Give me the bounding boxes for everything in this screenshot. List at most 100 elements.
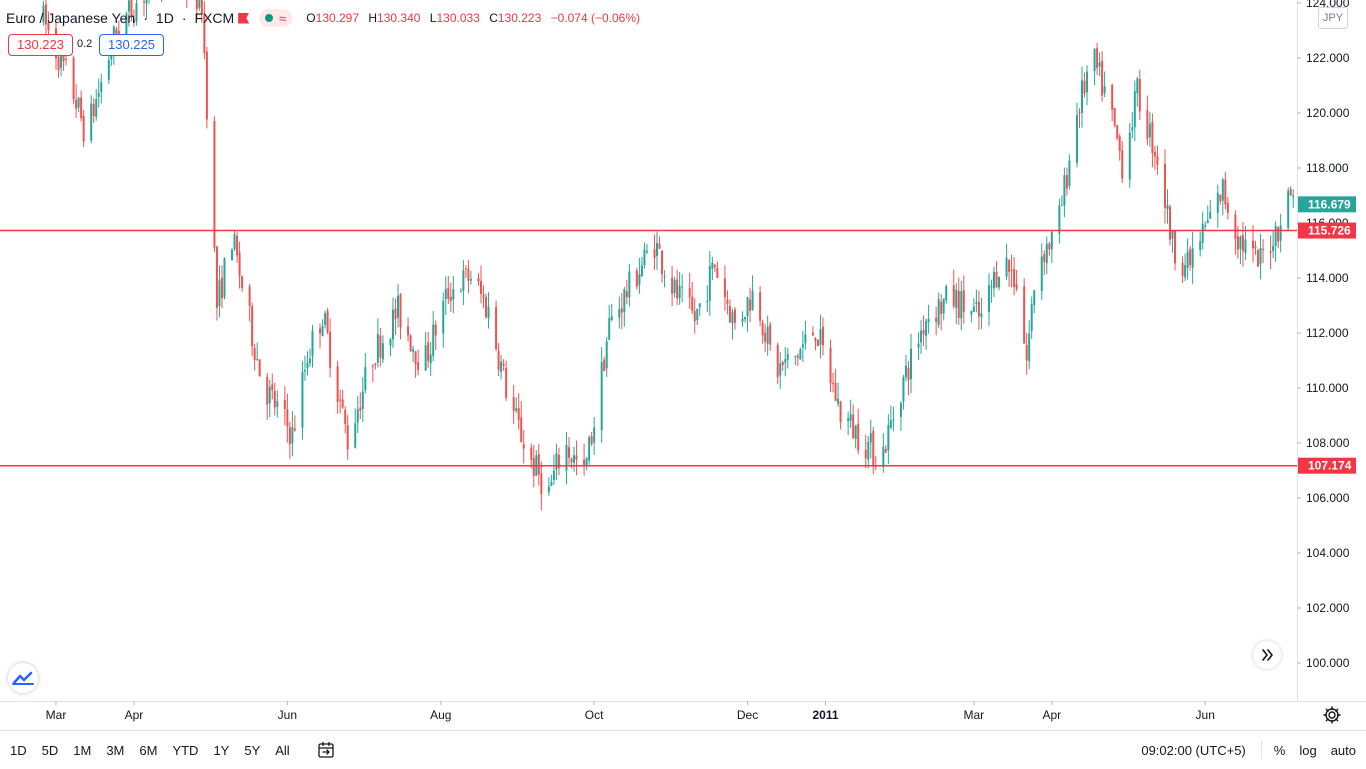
candle-down [726, 299, 729, 304]
range-button-all[interactable]: All [275, 742, 290, 758]
gear-icon[interactable] [1322, 705, 1342, 725]
candle-down [1025, 344, 1028, 361]
candle-down [1169, 206, 1172, 240]
candle-down [213, 121, 216, 248]
candle-down [603, 359, 606, 371]
candle-up [927, 319, 930, 323]
candle-down [485, 297, 488, 318]
price-chart[interactable]: 100.000 102.000 104.000 106.000 108.000 110.0… [0, 0, 1366, 730]
candle-down [935, 317, 938, 323]
time-axis[interactable]: Mar Apr Jun Aug Oct Dec 2011 Mar Apr Jun [46, 701, 1215, 722]
price-tick-label: 122.000 [1306, 51, 1350, 65]
range-button-5d[interactable]: 5D [41, 742, 59, 758]
market-status-pill[interactable]: ≈ [259, 9, 293, 27]
price-tick-label: 120.000 [1306, 106, 1350, 120]
candle-up [610, 316, 613, 321]
candle-up [60, 51, 63, 68]
candle-down [293, 428, 296, 431]
candle-up [444, 288, 447, 299]
high-value: 130.340 [377, 11, 421, 25]
candle-down [379, 335, 382, 358]
candle-up [223, 257, 226, 298]
candle-down [1048, 243, 1051, 250]
candle-down [399, 294, 402, 328]
symbol-name[interactable]: Euro / Japanese Yen [6, 10, 136, 26]
sell-button[interactable]: 130.223 [8, 34, 73, 56]
candle-down [728, 305, 731, 323]
time-tick-label: Mar [964, 708, 985, 722]
currency-badge[interactable]: JPY [1318, 7, 1348, 29]
candle-up [389, 339, 392, 346]
candle-down [872, 431, 875, 467]
range-button-1d[interactable]: 1D [10, 742, 27, 758]
candle-up [459, 291, 462, 293]
candle-down [713, 264, 716, 268]
candle-down [1151, 121, 1154, 154]
candle-up [847, 418, 850, 422]
range-button-5y[interactable]: 5Y [244, 742, 261, 758]
price-axis[interactable]: 100.000 102.000 104.000 106.000 108.000 110.0… [1297, 0, 1350, 670]
range-button-3m[interactable]: 3M [106, 742, 125, 758]
date-range-icon[interactable] [316, 740, 336, 760]
candle-down [723, 278, 726, 298]
candle-down [47, 23, 50, 31]
close-label: C [489, 11, 498, 25]
candle-up [97, 92, 100, 97]
candle-down [952, 285, 955, 307]
candle-down [1015, 284, 1018, 289]
gear-glyph [1323, 706, 1341, 724]
candle-down [1083, 80, 1086, 94]
scroll-to-realtime-button[interactable] [1253, 641, 1281, 669]
candle-up [550, 482, 553, 486]
candle-up [889, 420, 892, 428]
percent-toggle[interactable]: % [1273, 742, 1286, 758]
candle-down [1101, 60, 1104, 96]
candle-down [449, 296, 452, 302]
candle-down [691, 296, 694, 311]
candle-down [761, 322, 764, 336]
range-button-ytd[interactable]: YTD [172, 742, 199, 758]
candle-up [1148, 123, 1151, 138]
buy-button[interactable]: 130.225 [99, 34, 164, 56]
candle-up [882, 446, 885, 467]
clock-timezone[interactable]: 09:02:00 (UTC+5) [1141, 742, 1246, 758]
candle-down [625, 291, 628, 298]
symbol-interval[interactable]: 1D [155, 10, 174, 26]
candle-up [1075, 115, 1078, 163]
candle-up [698, 303, 701, 308]
toolbar-divider [1260, 741, 1262, 759]
candle-down [1156, 156, 1159, 165]
candle-down [220, 277, 223, 299]
candle-up [462, 270, 465, 292]
candle-up [746, 297, 749, 317]
candle-down [977, 301, 980, 317]
log-toggle[interactable]: log [1299, 742, 1317, 758]
flag-icon[interactable] [238, 12, 250, 24]
range-button-1y[interactable]: 1Y [213, 742, 230, 758]
range-button-1m[interactable]: 1M [73, 742, 92, 758]
candle-up [311, 330, 314, 357]
candle-up [786, 354, 789, 360]
tradingview-logo-icon[interactable] [8, 663, 38, 693]
candle-up [731, 311, 734, 324]
candle-up [381, 343, 384, 360]
candle-up [909, 348, 912, 379]
candle-down [1008, 260, 1011, 272]
candle-up [1086, 71, 1089, 93]
candle-up [1191, 248, 1194, 268]
candle-up [794, 355, 797, 357]
candle-up [321, 325, 324, 337]
candle-up [552, 470, 555, 481]
auto-scale-toggle[interactable]: auto [1330, 742, 1356, 758]
candle-up [515, 408, 518, 411]
candle-up [1133, 91, 1136, 128]
candle-up [364, 367, 367, 391]
bottom-toolbar: 1D 5D 1M 3M 6M YTD 1Y 5Y All 09:02:00 (UTC+5) % … [0, 730, 1366, 769]
candle-up [424, 345, 427, 371]
candle-down [495, 307, 498, 350]
candle-down [839, 401, 842, 423]
candle-up [110, 52, 113, 60]
range-button-6m[interactable]: 6M [139, 742, 158, 758]
candle-down [215, 246, 218, 308]
price-tick-label: 100.000 [1306, 656, 1350, 670]
